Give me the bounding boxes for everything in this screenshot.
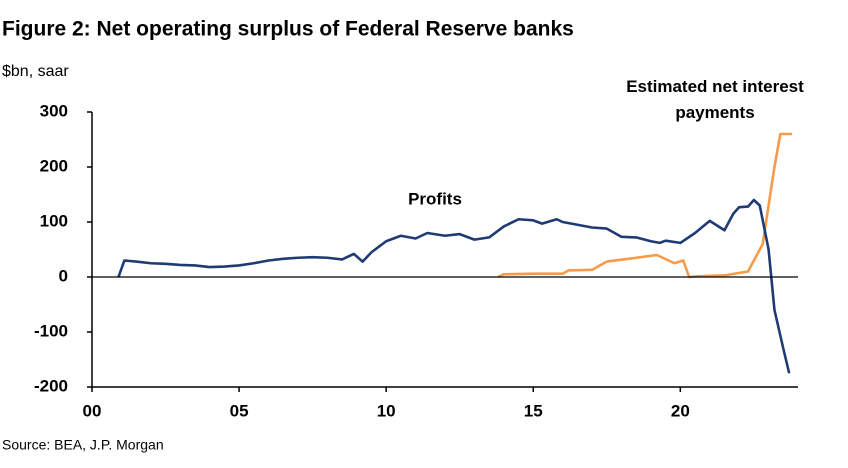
y-tick-label: 200	[40, 156, 68, 175]
x-tick-label: 00	[83, 401, 102, 420]
x-tick-label: 20	[671, 401, 690, 420]
y-tick-label: 0	[59, 266, 68, 285]
source: Source: BEA, J.P. Morgan	[2, 437, 164, 453]
series-line	[497, 132, 793, 279]
series-line	[117, 198, 791, 374]
chart-subtitle: $bn, saar	[2, 63, 69, 80]
chart-title: Figure 2: Net operating surplus of Feder…	[2, 18, 574, 41]
y-tick-label: -100	[34, 321, 68, 340]
y-tick-label: -200	[34, 376, 68, 395]
series-annotation: Profits	[408, 189, 462, 208]
y-tick-label: 300	[40, 101, 68, 120]
series-annotation: Estimated net interest payments	[626, 77, 804, 122]
x-tick-label: 10	[377, 401, 396, 420]
y-tick-label: 100	[40, 211, 68, 230]
x-tick-label: 05	[230, 401, 249, 420]
x-tick-label: 15	[524, 401, 543, 420]
